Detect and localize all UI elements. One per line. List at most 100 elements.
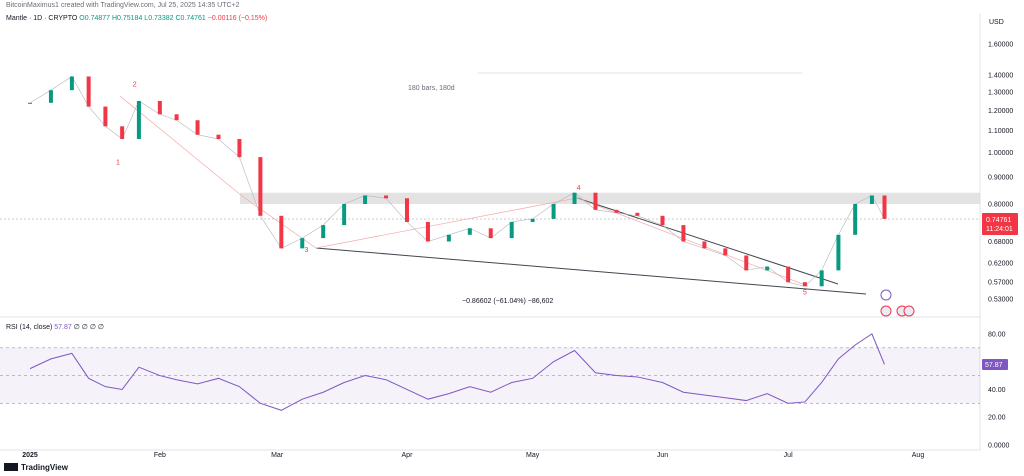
price-candle (321, 225, 326, 239)
price-tick-label: 1.40000 (988, 72, 1013, 79)
lower-trendline[interactable] (315, 247, 867, 295)
price-tick-label: 1.20000 (988, 108, 1013, 115)
price-tick-label: 0.68000 (988, 239, 1013, 246)
rsi-current-text: 57.87 (985, 362, 1003, 369)
price-axis-group: 1.60000 1.40000 1.30000 1.20000 1.10000 1.000… (988, 42, 1013, 304)
bar-range-label: 180 bars, 180d (408, 85, 455, 92)
rsi-legend: RSI (14, close) 57.87 ∅ ∅ ∅ ∅ (6, 323, 104, 331)
price-candle (446, 234, 451, 242)
symbol-name[interactable]: Mantle · 1D · CRYPTO (6, 15, 78, 22)
resistance-zone (240, 192, 980, 204)
wave-label: 2 (133, 82, 137, 89)
price-candle (593, 192, 598, 210)
price-tick-label: 1.10000 (988, 128, 1013, 135)
price-candle (86, 76, 91, 107)
price-candle (530, 218, 535, 222)
wave-label: 3 (304, 247, 308, 254)
price-tick-label: 0.80000 (988, 201, 1013, 208)
flag-event-icon[interactable] (903, 305, 915, 317)
price-tick-label: 0.57000 (988, 280, 1013, 287)
wave-label: 5 (803, 290, 807, 297)
price-candle (786, 266, 791, 283)
ohlc-open: O0.74877 (79, 15, 111, 22)
rsi-current-badge (982, 359, 1008, 370)
price-candle (681, 225, 686, 242)
time-tick-label: Apr (402, 452, 414, 459)
price-line (29, 76, 885, 287)
price-candle (836, 234, 841, 271)
price-candle (467, 228, 472, 235)
flag-event-icon[interactable] (880, 305, 892, 317)
time-tick-label: Jun (657, 452, 668, 459)
rsi-tick-label: 80.00 (988, 331, 1006, 338)
price-candle (660, 215, 665, 226)
wave-labels-group: 1 2 3 4 5 (116, 82, 807, 297)
price-series-group (28, 76, 887, 287)
price-candle (237, 139, 242, 158)
rsi-value: 57.87 (54, 324, 72, 331)
price-candle (802, 282, 807, 287)
ohlc-close: C0.74761 (175, 15, 206, 22)
price-tick-label: 0.62000 (988, 260, 1013, 267)
price-tick-label: 0.90000 (988, 174, 1013, 181)
price-change: −0.00116 (−0.15%) (207, 15, 268, 22)
price-candle (744, 255, 749, 271)
wave-label: 4 (577, 185, 581, 192)
price-tick-label: 1.30000 (988, 89, 1013, 96)
ohlc-high: H0.75184 (111, 15, 143, 22)
price-candle (882, 195, 887, 219)
price-candle (174, 114, 179, 121)
wave-label: 1 (116, 159, 120, 166)
time-tick-label: 2025 (22, 452, 38, 459)
wave-path (119, 95, 809, 287)
time-tick-label: Mar (271, 452, 284, 459)
time-tick-label: May (526, 452, 540, 459)
footer-brand: TradingView (21, 463, 68, 472)
tradingview-logo: TradingView (4, 463, 68, 472)
price-tick-label: 1.60000 (988, 42, 1013, 49)
symbol-legend: Mantle · 1D · CRYPTO O0.74877 H0.75184 L… (6, 15, 267, 22)
price-candle (342, 203, 347, 226)
price-tick-label: 1.00000 (988, 150, 1013, 157)
price-candle (363, 195, 368, 204)
lightning-event-icon[interactable] (880, 289, 892, 301)
price-candle (279, 215, 284, 249)
price-candle (120, 126, 125, 140)
price-candle (157, 100, 162, 115)
price-candle (258, 157, 263, 216)
rsi-tick-label: 20.00 (988, 415, 1006, 422)
price-candle (488, 228, 493, 239)
upper-trendline[interactable] (576, 197, 839, 285)
price-candle (103, 106, 108, 127)
price-candle (384, 195, 389, 199)
currency-label: USD (989, 19, 1004, 26)
chart-credit: BitcoinMaximus1 created with TradingView… (6, 2, 240, 9)
time-tick-label: Jul (784, 452, 793, 459)
price-candle (765, 266, 770, 271)
price-candle (551, 203, 556, 219)
price-candle (572, 192, 577, 204)
time-tick-label: Aug (912, 452, 925, 459)
ohlc-low: L0.73382 (144, 15, 174, 22)
price-candle (614, 209, 619, 213)
rsi-tick-label: 0.0000 (988, 443, 1010, 450)
price-candle (48, 90, 53, 103)
price-tick-label: 0.53000 (988, 297, 1013, 304)
price-candle (819, 270, 824, 287)
price-candle (702, 241, 707, 249)
time-tick-label: Feb (154, 452, 166, 459)
time-axis-group: 2025 Feb Mar Apr May Jun Jul Aug (22, 452, 924, 459)
price-candle (136, 100, 141, 140)
price-candle (404, 198, 409, 222)
rsi-suffix: ∅ ∅ ∅ ∅ (73, 324, 104, 331)
countdown-text: 11:24:01 (986, 226, 1013, 233)
price-candle (635, 212, 640, 216)
tradingview-icon (4, 463, 18, 471)
price-candle (723, 248, 728, 256)
rsi-tick-label: 40.00 (988, 387, 1006, 394)
price-candle (195, 120, 200, 135)
rsi-label[interactable]: RSI (14, close) (6, 324, 53, 331)
price-candle (509, 221, 514, 239)
